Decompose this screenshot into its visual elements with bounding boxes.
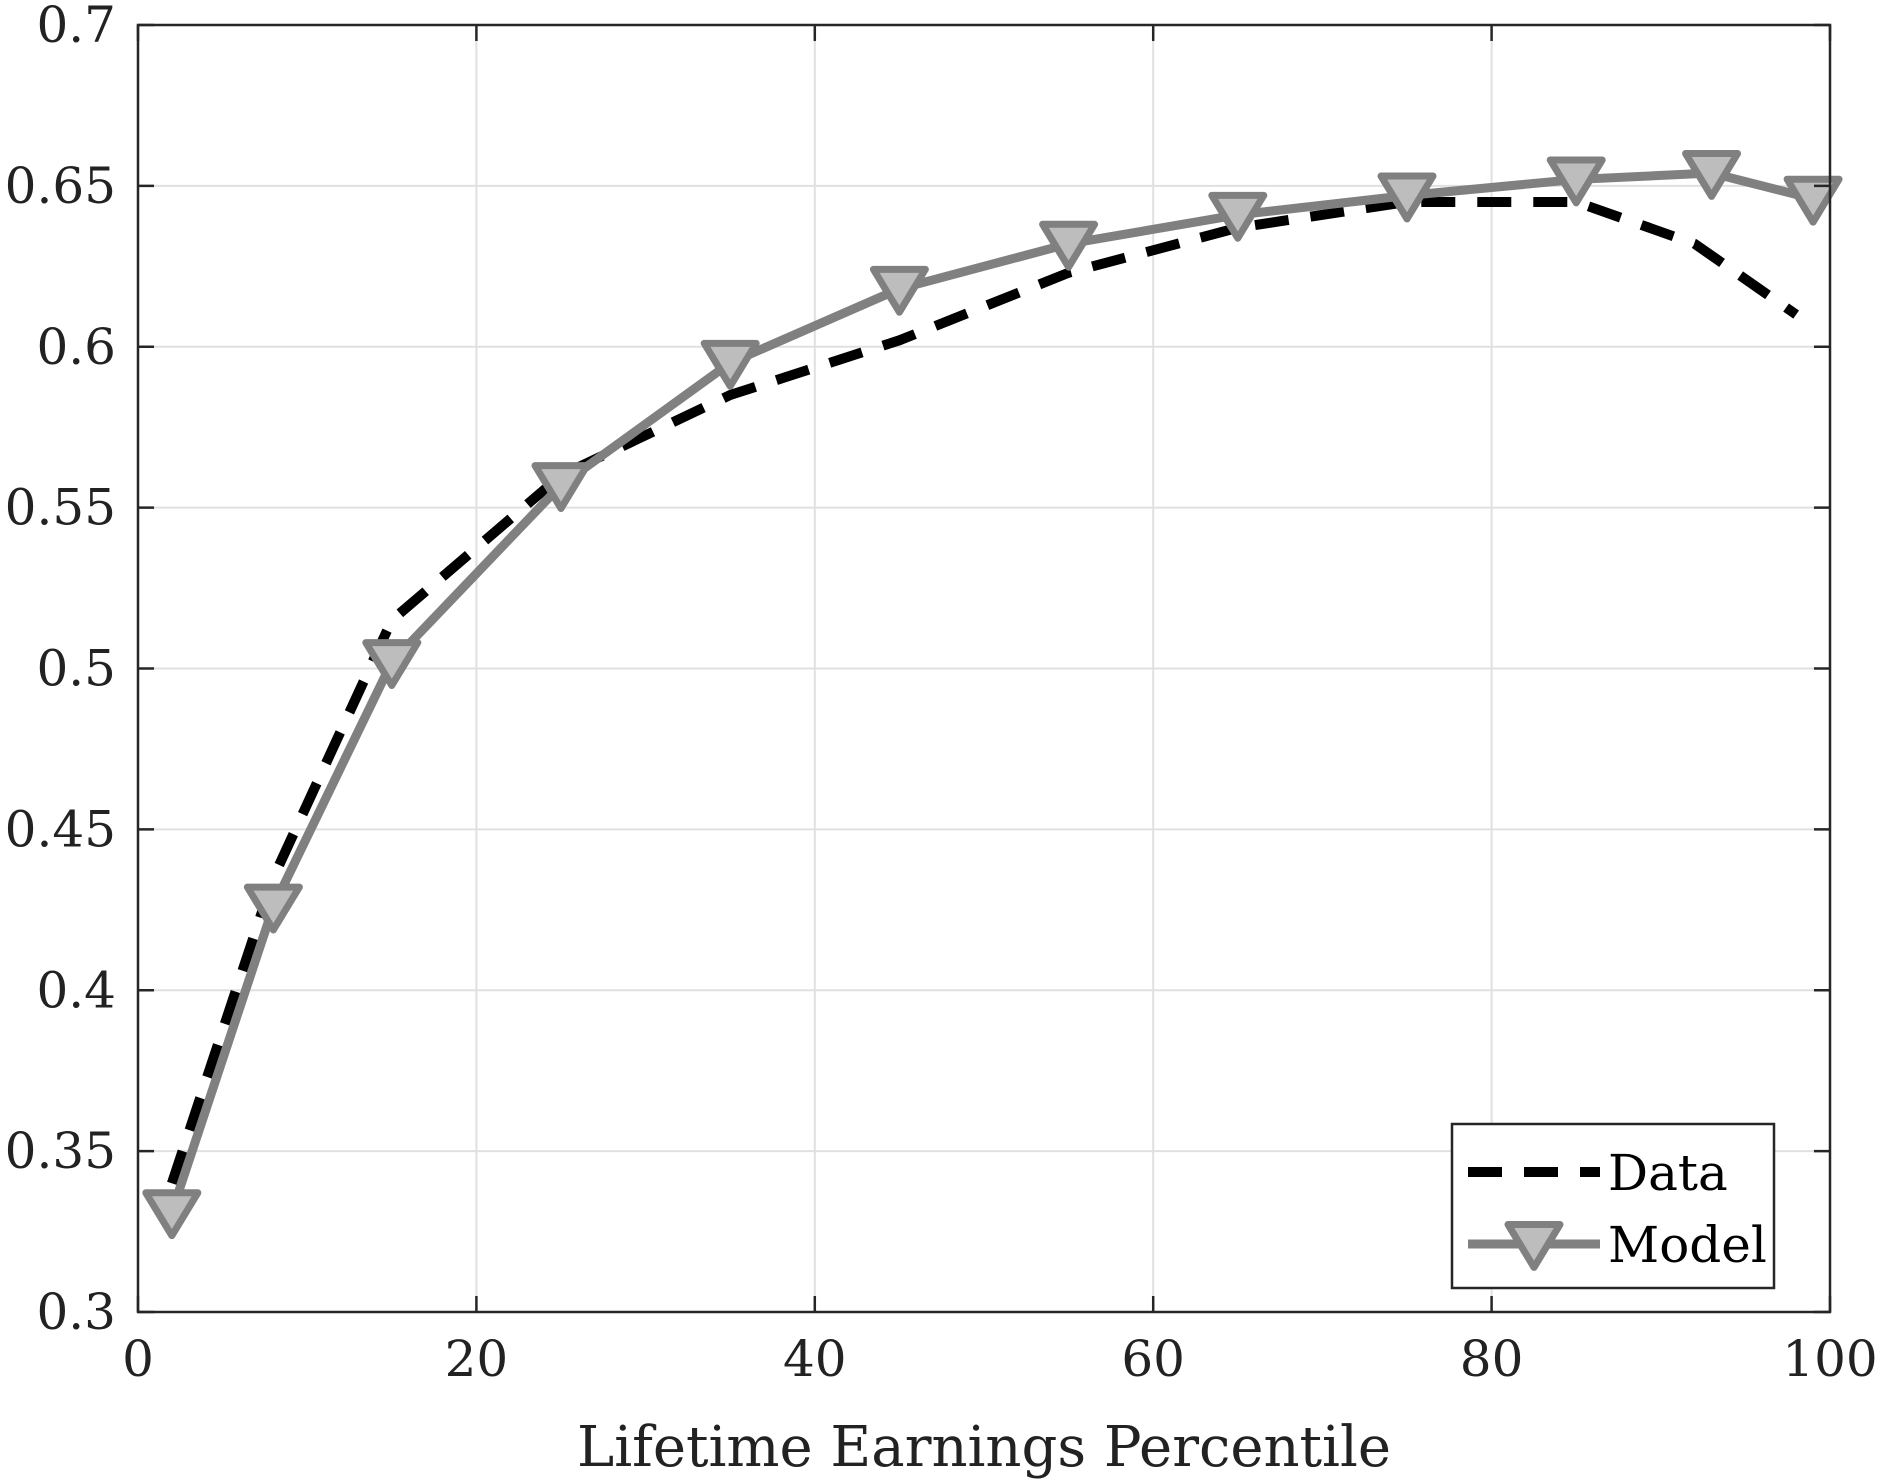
y-tick-label: 0.7 [36,0,116,54]
legend-box [1450,1122,1776,1290]
data-point-model [1546,156,1606,207]
data-point-model [700,339,760,390]
y-tick-labels: 0.3 0.35 0.4 0.45 0.5 0.55 0.6 0.65 0.7 [5,0,116,1341]
data-point-model [1682,150,1742,200]
tick-marks [136,23,1832,1314]
y-tick-label: 0.65 [5,157,116,215]
legend-label-data: Data [1608,1144,1728,1202]
series-line-model [167,168,1815,1214]
x-tick-label: 40 [783,1330,847,1388]
data-point-model [243,883,303,934]
y-tick-label: 0.4 [36,961,116,1019]
legend-marker-model [1504,1221,1564,1271]
y-tick-label: 0.45 [5,800,116,858]
y-tick-label: 0.55 [5,479,116,537]
x-tick-label: 100 [1782,1330,1877,1388]
y-tick-label: 0.6 [36,318,116,376]
x-tick-label: 80 [1460,1330,1524,1388]
data-point-model [1377,172,1437,223]
legend-label-model: Model [1608,1216,1767,1274]
legend: Data Model [1450,1122,1776,1290]
y-tick-label: 0.3 [36,1283,116,1341]
x-axis-title: Lifetime Earnings Percentile [577,1415,1391,1480]
data-point-model [1783,175,1843,226]
y-tick-label: 0.5 [36,640,116,698]
x-tick-label: 20 [445,1330,509,1388]
data-point-model [869,265,929,316]
data-point-model [1208,191,1268,242]
x-tick-label: 0 [122,1330,154,1388]
series-line-data [167,196,1800,1185]
data-point-model [142,1189,202,1240]
data-point-model [362,639,422,689]
x-tick-labels: 0 20 40 60 80 100 [122,1330,1878,1388]
y-tick-label: 0.35 [5,1122,116,1180]
data-point-model [1039,220,1099,271]
data-point-model [531,462,591,513]
series-layer [142,150,1843,1240]
x-tick-label: 60 [1121,1330,1185,1388]
